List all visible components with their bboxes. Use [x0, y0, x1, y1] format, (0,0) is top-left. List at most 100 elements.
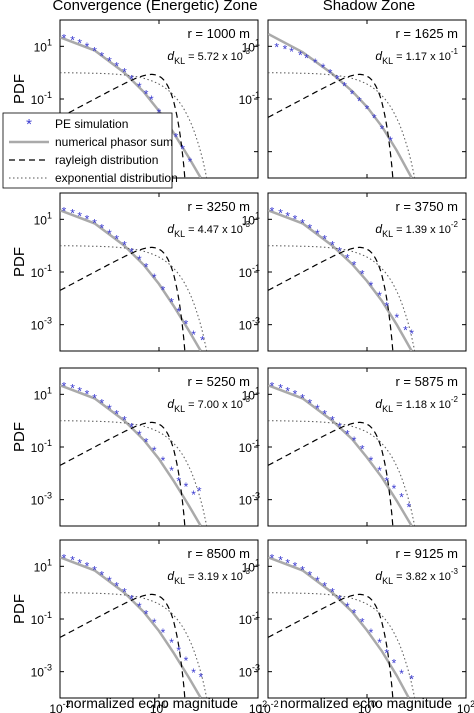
- dkl-subscript: KL: [174, 404, 185, 414]
- dkl-symbol: d: [375, 222, 382, 236]
- y-tick-label: 10-3: [31, 316, 52, 333]
- pe-simulation-point: *: [144, 87, 149, 101]
- pe-simulation-point: *: [350, 87, 355, 101]
- pe-simulation-point: *: [369, 279, 374, 293]
- dkl-symbol: d: [375, 569, 382, 583]
- pe-simulation-point: *: [388, 134, 393, 148]
- dkl-value: = 1.39 x 10: [396, 224, 451, 236]
- pe-simulation-point: *: [99, 569, 104, 583]
- dkl-symbol: d: [375, 49, 382, 63]
- pe-simulation-point: *: [342, 79, 347, 93]
- dkl-value: = 3.82 x 10: [396, 571, 451, 583]
- pe-simulation-point: *: [377, 289, 382, 303]
- pe-simulation-point: *: [384, 299, 389, 313]
- pe-simulation-point: *: [321, 61, 326, 75]
- dkl-symbol: d: [167, 222, 174, 236]
- pe-simulation-point: *: [345, 427, 350, 441]
- dkl-exponent: -2: [451, 395, 459, 404]
- pe-simulation-point: *: [384, 646, 389, 660]
- column-title-shadow: Shadow Zone: [323, 0, 416, 14]
- phasor-sum-curve: [60, 384, 202, 526]
- axes-box: [267, 539, 467, 699]
- pe-simulation-point: *: [392, 657, 397, 671]
- pe-simulation-point: *: [191, 666, 196, 680]
- dkl-value: = 7.00 x 10: [188, 399, 243, 411]
- y-tick-label: 101: [242, 385, 260, 402]
- plot-area: *******************: [268, 204, 416, 351]
- x-tick-exponent: -2: [271, 699, 279, 709]
- pe-simulation-point: *: [399, 667, 404, 681]
- pe-simulation-point: *: [107, 227, 112, 241]
- pe-simulation-point: *: [152, 616, 157, 630]
- plot-area: *******************: [60, 551, 208, 698]
- axes-box: [267, 367, 467, 527]
- pe-simulation-point: *: [352, 258, 357, 272]
- dkl-exponent: -3: [243, 395, 251, 404]
- pe-simulation-point: *: [304, 52, 309, 66]
- pe-simulation-point: *: [293, 559, 298, 573]
- y-tick-exponent: -3: [252, 491, 260, 501]
- pe-simulation-point: *: [315, 227, 320, 241]
- pe-simulation-point: *: [337, 592, 342, 606]
- pe-simulation-point: *: [278, 206, 283, 220]
- pe-simulation-point: *: [92, 391, 97, 405]
- pe-simulation-point: *: [377, 636, 382, 650]
- pe-simulation-point: *: [188, 155, 193, 169]
- x-tick-exponent: 0: [163, 699, 168, 709]
- x-tick-exponent: 0: [371, 699, 376, 709]
- y-tick-label: 10-1: [31, 90, 52, 107]
- y-tick-exponent: -1: [44, 610, 52, 620]
- y-axis-label: PDF: [11, 74, 28, 104]
- pe-simulation-point: *: [85, 387, 90, 401]
- pe-simulation-point: *: [129, 421, 134, 435]
- pe-simulation-point: *: [161, 454, 166, 468]
- y-tick-exponent: -1: [252, 610, 260, 620]
- axes-box: [267, 19, 467, 179]
- pe-simulation-point: *: [107, 402, 112, 416]
- pe-simulation-point: *: [365, 103, 370, 117]
- pe-simulation-point: *: [197, 485, 202, 499]
- pe-simulation-point: *: [198, 671, 203, 685]
- pe-simulation-point: *: [114, 60, 119, 74]
- dkl-symbol: d: [167, 397, 174, 411]
- pe-simulation-point: *: [137, 428, 142, 442]
- pe-simulation-point: *: [180, 143, 185, 157]
- pe-simulation-point: *: [137, 253, 142, 267]
- pe-simulation-point: *: [360, 615, 365, 629]
- y-tick-label: 101: [34, 385, 52, 402]
- pe-simulation-point: *: [169, 295, 174, 309]
- pe-simulation-point: *: [85, 212, 90, 226]
- pe-simulation-point: *: [129, 73, 134, 87]
- pe-simulation-point: *: [107, 54, 112, 68]
- phasor-sum-curve: [268, 556, 410, 698]
- pe-simulation-point: *: [70, 33, 75, 47]
- dkl-label: dKL = 4.47 x 10-3: [167, 220, 250, 239]
- legend-box: [2, 112, 173, 189]
- pe-simulation-point: *: [270, 379, 275, 393]
- pe-simulation-point: *: [77, 384, 82, 398]
- phasor-sum-curve: [268, 209, 413, 351]
- phasor-sum-curve: [60, 556, 202, 698]
- dkl-value: = 1.18 x 10: [396, 399, 451, 411]
- y-tick-exponent: -1: [44, 263, 52, 273]
- pe-simulation-point: *: [377, 464, 382, 478]
- y-tick-label: 10-1: [31, 610, 52, 627]
- pe-simulation-point: *: [384, 474, 389, 488]
- legend-entry-label: numerical phasor sum: [55, 135, 173, 149]
- dkl-subscript: KL: [174, 56, 185, 66]
- y-tick-label: 101: [34, 210, 52, 227]
- plot-area: *******************: [60, 379, 208, 526]
- y-tick-exponent: -3: [252, 663, 260, 673]
- pe-simulation-point: *: [406, 501, 411, 515]
- x-axis-label-left: normalized echo magnitude: [66, 695, 238, 711]
- pe-simulation-point: *: [129, 593, 134, 607]
- dkl-label: dKL = 1.17 x 10-1: [375, 47, 458, 66]
- pe-simulation-point: *: [403, 324, 408, 338]
- pe-simulation-point: *: [99, 222, 104, 236]
- y-tick-label: 10-1: [239, 438, 260, 455]
- pe-simulation-point: *: [307, 222, 312, 236]
- dkl-subscript: KL: [382, 576, 393, 586]
